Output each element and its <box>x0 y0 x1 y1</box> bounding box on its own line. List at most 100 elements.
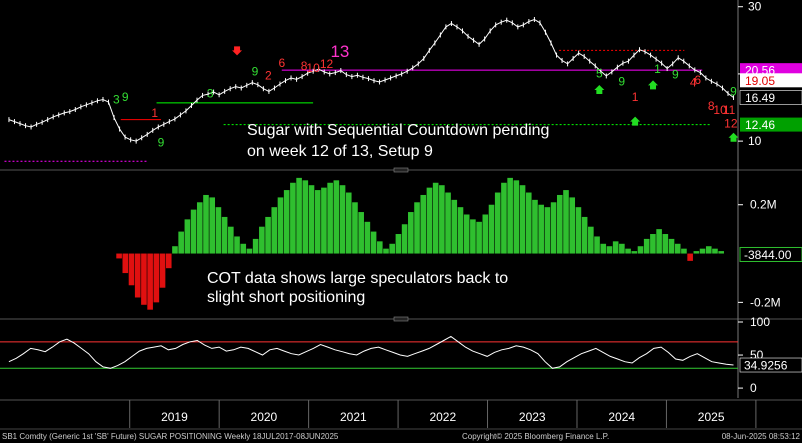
cot-bar <box>389 243 396 254</box>
td-count-label: 6 <box>278 56 285 70</box>
cot-bar <box>321 187 327 254</box>
td-count-label: 9 <box>252 64 259 78</box>
x-year-label: 2022 <box>429 410 456 424</box>
cot-annotation: COT data shows large speculators back to <box>207 270 508 287</box>
osc-y-tick-label: 0 <box>750 381 757 395</box>
x-year-label: 2019 <box>161 410 188 424</box>
td-count-label: 12 <box>320 57 334 71</box>
cot-bar <box>569 197 576 254</box>
cot-bar <box>259 226 265 254</box>
td-count-label: 8 <box>708 99 715 113</box>
cot-bar <box>519 185 526 254</box>
cot-bar <box>625 248 631 254</box>
cot-bar <box>128 253 135 286</box>
td-count-label: 13 <box>330 42 349 61</box>
cot-bar <box>153 253 160 303</box>
cot-bar <box>501 182 507 254</box>
cot-bar <box>637 246 644 254</box>
cot-bar <box>451 199 458 254</box>
cot-y-tick-label: -0.2M <box>750 295 781 309</box>
cot-y-tick-label: 0.2M <box>750 198 777 212</box>
td-count-label: 11 <box>723 103 736 117</box>
cot-bar <box>376 241 383 254</box>
cot-bar <box>668 238 675 254</box>
cot-bar <box>246 248 253 254</box>
x-year-label: 2021 <box>340 410 367 424</box>
cot-bar <box>588 226 594 254</box>
cot-annotation: slight short positioning <box>207 289 365 306</box>
cot-bar <box>420 194 427 254</box>
cot-bar <box>134 253 141 298</box>
cot-bar <box>277 197 284 254</box>
cot-bar <box>333 180 340 254</box>
cot-bar <box>619 243 625 254</box>
price-value-tag <box>740 117 802 132</box>
price-series-line <box>8 18 734 142</box>
footer-left-label: SB1 Comdty (Generic 1st 'SB' Future) SUG… <box>2 432 339 441</box>
signal-arrow <box>648 80 659 90</box>
cot-bar <box>190 209 197 254</box>
cot-bar <box>252 238 259 254</box>
cot-bar <box>271 207 278 254</box>
cot-bar <box>290 182 296 254</box>
td-count-label: 1 <box>654 62 661 76</box>
td-count-label: 1 <box>632 90 639 104</box>
td-count-label: 6 <box>694 73 701 87</box>
cot-bar <box>203 194 209 254</box>
cot-bar <box>401 224 408 254</box>
cot-bar <box>482 214 489 254</box>
price-value-tag <box>739 90 802 105</box>
cot-bar <box>439 185 445 254</box>
cot-bar <box>395 234 402 254</box>
cot-bar <box>116 253 122 259</box>
td-count-label: 3 <box>207 86 214 100</box>
cot-bar <box>463 214 470 254</box>
cot-bar <box>221 216 228 254</box>
cot-bar <box>383 248 389 254</box>
price-value-tag-label: 19.05 <box>745 74 775 88</box>
price-value-tag-label: 16.49 <box>745 91 775 105</box>
cot-bar <box>339 185 346 254</box>
x-year-label: 2020 <box>251 410 278 424</box>
td-count-label: 9 <box>158 135 165 149</box>
td-count-label: 4 <box>690 76 697 90</box>
cot-bar <box>718 251 724 254</box>
cot-bar <box>345 192 352 254</box>
price-annotation: on week 12 of 13, Setup 9 <box>247 143 433 160</box>
cot-bar <box>507 177 513 254</box>
cot-value-tag-label: -3844.00 <box>744 248 792 262</box>
cot-bar <box>215 207 222 254</box>
price-y-tick-label: 30 <box>748 0 762 14</box>
cot-bar <box>556 194 563 254</box>
cot-bar <box>314 190 321 254</box>
cot-bar <box>122 253 129 274</box>
td-count-label: 10 <box>713 103 727 117</box>
cot-bar <box>606 246 613 254</box>
cot-bar <box>165 253 172 269</box>
cot-bar <box>494 192 501 254</box>
cot-bar <box>457 207 464 254</box>
cot-bar <box>196 202 203 254</box>
cot-bar <box>681 248 687 254</box>
cot-bar <box>358 212 364 254</box>
cot-bar <box>370 231 377 254</box>
cot-bar <box>265 216 271 254</box>
cot-bar <box>513 180 520 254</box>
signal-arrow <box>594 85 605 95</box>
td-count-label: 12 <box>724 117 738 131</box>
cot-bar <box>283 190 290 254</box>
cot-bar <box>327 182 333 254</box>
x-year-label: 2024 <box>608 410 635 424</box>
cot-bar <box>693 251 700 254</box>
cot-bar <box>476 221 482 254</box>
cot-bar <box>532 199 538 254</box>
footer-center-label: Copyright© 2025 Bloomberg Finance L.P. <box>462 432 609 441</box>
td-count-label: 2 <box>265 68 272 82</box>
cot-bar <box>470 219 476 254</box>
td-count-label: 10 <box>306 61 320 75</box>
cot-bar <box>631 251 638 254</box>
cot-bar <box>364 221 371 254</box>
x-year-label: 2025 <box>698 410 725 424</box>
